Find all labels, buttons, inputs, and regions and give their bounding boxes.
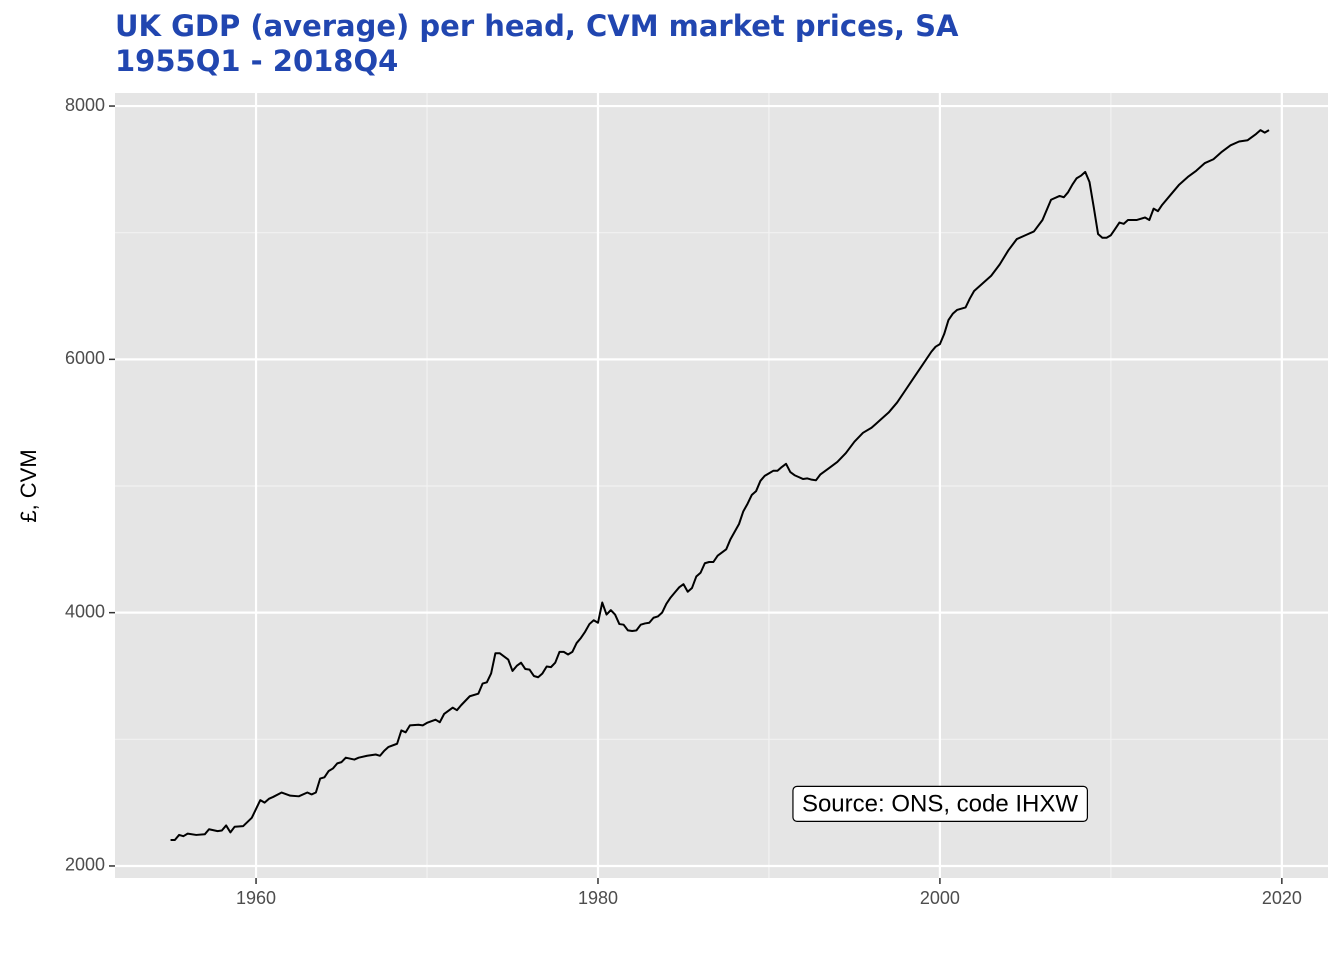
y-axis-title: £, CVM <box>16 449 41 522</box>
y-tick-label: 4000 <box>65 601 105 621</box>
y-tick-label: 6000 <box>65 348 105 368</box>
y-tick-label: 8000 <box>65 95 105 115</box>
x-tick-label: 1980 <box>578 888 618 908</box>
x-tick-label: 1960 <box>236 888 276 908</box>
annotation: Source: ONS, code IHXW <box>792 785 1088 822</box>
chart-title: UK GDP (average) per head, CVM market pr… <box>115 9 959 43</box>
annotation-box <box>792 785 1088 822</box>
y-tick-label: 2000 <box>65 855 105 875</box>
x-tick-label: 2020 <box>1262 888 1302 908</box>
x-tick-label: 2000 <box>920 888 960 908</box>
data-line <box>170 129 1270 841</box>
annotation-text: Source: ONS, code IHXW <box>802 790 1078 817</box>
chart-subtitle: 1955Q1 - 2018Q4 <box>115 44 398 78</box>
